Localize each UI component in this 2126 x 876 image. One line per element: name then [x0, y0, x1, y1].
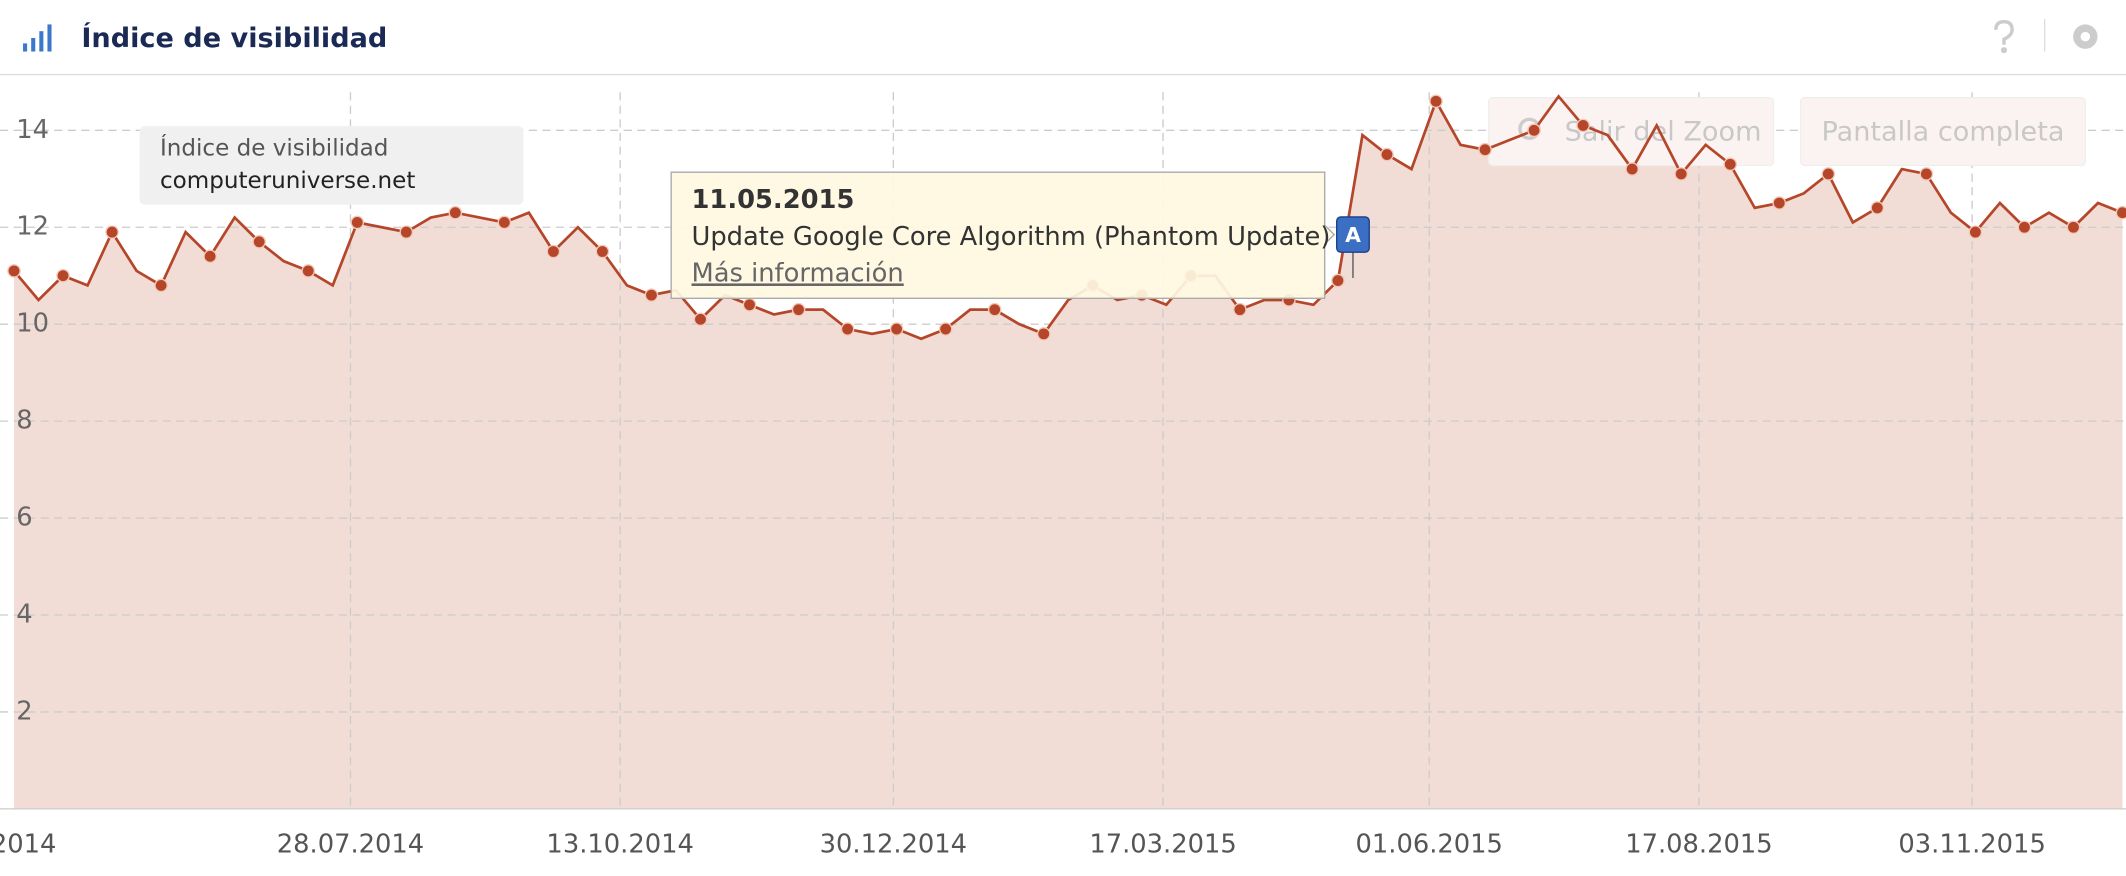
x-tick-label: 01.06.2015 — [1356, 829, 1503, 859]
point — [252, 235, 266, 249]
point — [1625, 162, 1639, 176]
tooltip-link[interactable]: Más información — [691, 258, 903, 288]
point — [644, 288, 659, 302]
y-tick-label: 14 — [16, 115, 49, 145]
point — [1233, 302, 1247, 317]
point — [154, 278, 168, 293]
point — [791, 302, 806, 317]
point — [546, 244, 561, 259]
header-icon — [23, 24, 52, 52]
point — [56, 268, 70, 283]
flag[interactable] — [1336, 216, 1370, 253]
point — [889, 322, 904, 336]
point — [2066, 220, 2081, 235]
point — [1380, 147, 1394, 162]
point — [399, 225, 414, 239]
point — [693, 312, 708, 327]
point — [2017, 220, 2032, 235]
point — [350, 215, 365, 230]
legend-box — [139, 126, 524, 205]
header — [0, 0, 2126, 75]
point — [497, 215, 512, 230]
point — [1870, 201, 1885, 215]
point — [1674, 167, 1688, 181]
header-title: Índice de visibilidad — [81, 22, 387, 54]
tooltip-date: 11.05.2015 — [691, 185, 854, 215]
legend-series: computeruniverse.net — [160, 168, 415, 194]
fullscreen-button[interactable] — [1799, 96, 2087, 167]
tooltip-box — [670, 171, 1336, 300]
legend-title: Índice de visibilidad — [160, 134, 388, 162]
y-tick-label: 6 — [16, 503, 32, 533]
y-tick-label: 2 — [16, 696, 32, 726]
x-tick-label: 03.11.2015 — [1898, 829, 2045, 859]
point — [1968, 225, 1983, 239]
point — [1919, 167, 1934, 181]
point — [203, 249, 217, 264]
point — [301, 264, 315, 278]
x-tick-label: 17.03.2015 — [1089, 829, 1236, 859]
flag-label: A — [1345, 223, 1361, 247]
point — [1036, 327, 1051, 341]
point — [1331, 273, 1345, 288]
point — [595, 244, 610, 259]
tooltip-text: Update Google Core Algorithm (Phantom Up… — [691, 222, 1330, 252]
point — [742, 298, 757, 312]
settings-icon[interactable] — [2073, 24, 2098, 49]
point — [840, 322, 855, 336]
x-tick-label: 17.08.2015 — [1625, 829, 1772, 859]
point — [2115, 205, 2126, 220]
x-tick-label: 14.04.2014 — [0, 829, 56, 859]
x-tick-label: 30.12.2014 — [820, 829, 967, 859]
line — [12, 94, 2124, 341]
point — [1772, 196, 1787, 210]
y-tick-label: 12 — [16, 212, 49, 242]
fullscreen-button-label: Pantalla completa — [1821, 116, 2064, 147]
point — [1821, 167, 1836, 181]
point — [1527, 123, 1541, 138]
x-tick-label: 13.10.2014 — [546, 829, 693, 859]
point — [1429, 94, 1443, 109]
point — [448, 205, 463, 220]
point — [1723, 157, 1738, 172]
y-tick-label: 8 — [16, 406, 32, 436]
zoom-button-label: Salir del Zoom — [1565, 116, 1762, 147]
x-tick-label: 28.07.2014 — [277, 829, 424, 859]
help-icon[interactable] — [1994, 20, 2014, 54]
y-tick-label: 4 — [16, 600, 32, 630]
y-tick-label: 10 — [16, 309, 49, 339]
point — [987, 302, 1002, 317]
point — [938, 322, 953, 336]
area — [14, 96, 2123, 809]
point — [1478, 142, 1492, 157]
point — [1576, 118, 1590, 133]
point — [7, 264, 21, 278]
point — [105, 225, 119, 239]
